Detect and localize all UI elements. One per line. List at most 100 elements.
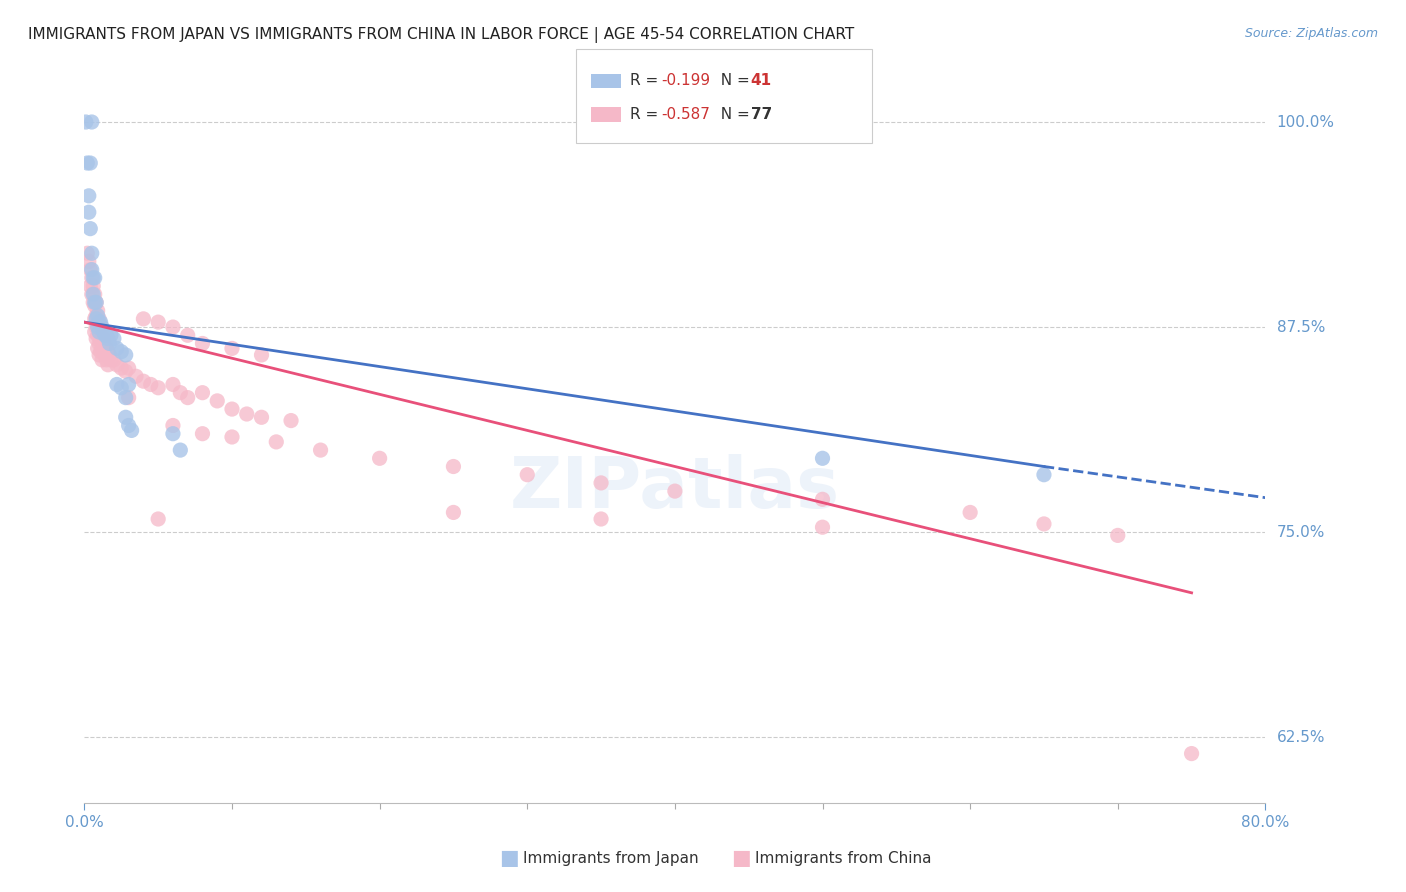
Point xyxy=(191,385,214,400)
Point xyxy=(169,385,191,400)
Point xyxy=(83,299,105,313)
Text: ■: ■ xyxy=(731,848,751,868)
Point xyxy=(110,361,132,376)
Point xyxy=(516,467,538,482)
Point xyxy=(97,358,120,372)
Point xyxy=(96,352,118,367)
Point xyxy=(441,505,464,519)
Point xyxy=(114,348,136,362)
Point xyxy=(309,443,332,458)
Text: Immigrants from China: Immigrants from China xyxy=(755,851,932,865)
Point xyxy=(132,311,155,326)
Point xyxy=(76,156,98,170)
Point xyxy=(103,332,125,346)
Point xyxy=(105,342,128,356)
Point xyxy=(93,332,115,346)
Point xyxy=(1032,516,1054,531)
Text: 100.0%: 100.0% xyxy=(1277,114,1334,129)
Text: N =: N = xyxy=(711,73,755,88)
Point xyxy=(82,270,104,285)
Point xyxy=(94,328,117,343)
Text: IMMIGRANTS FROM JAPAN VS IMMIGRANTS FROM CHINA IN LABOR FORCE | AGE 45-54 CORREL: IMMIGRANTS FROM JAPAN VS IMMIGRANTS FROM… xyxy=(28,27,855,43)
Point xyxy=(79,279,101,293)
Point xyxy=(169,443,191,458)
Point xyxy=(191,426,214,441)
Point xyxy=(86,342,108,356)
Point xyxy=(87,325,111,339)
Point xyxy=(114,410,136,425)
Point xyxy=(83,295,105,310)
Point xyxy=(114,391,136,405)
Point xyxy=(959,505,981,519)
Text: R =: R = xyxy=(630,73,664,88)
Point xyxy=(90,315,112,329)
Point xyxy=(105,358,128,372)
Point xyxy=(98,336,121,351)
Point xyxy=(86,320,108,334)
Point xyxy=(97,344,120,359)
Point xyxy=(139,377,162,392)
Point xyxy=(77,189,100,203)
Point xyxy=(811,451,834,466)
Point xyxy=(250,410,273,425)
Point xyxy=(84,295,107,310)
Point xyxy=(90,344,112,359)
Point xyxy=(86,315,108,329)
Point xyxy=(105,377,128,392)
Point xyxy=(79,156,101,170)
Point xyxy=(1180,747,1202,761)
Point xyxy=(664,484,686,499)
Point xyxy=(84,295,107,310)
Point xyxy=(235,407,259,421)
Point xyxy=(114,364,136,378)
Point xyxy=(91,342,114,356)
Point xyxy=(90,320,112,334)
Point xyxy=(87,315,111,329)
Point xyxy=(94,336,117,351)
Point xyxy=(84,332,107,346)
Point xyxy=(91,328,114,343)
Point xyxy=(84,311,107,326)
Text: R =: R = xyxy=(630,107,664,122)
Point xyxy=(98,348,121,362)
Point xyxy=(75,115,97,129)
Text: ■: ■ xyxy=(499,848,519,868)
Point xyxy=(132,374,155,388)
Point xyxy=(148,315,170,329)
Point xyxy=(162,426,184,441)
Point xyxy=(118,391,141,405)
Point xyxy=(148,381,170,395)
Point xyxy=(82,287,104,301)
Point xyxy=(100,352,122,367)
Text: 77: 77 xyxy=(751,107,772,122)
Point xyxy=(77,254,100,268)
Point xyxy=(83,287,105,301)
Point xyxy=(110,344,132,359)
Point xyxy=(250,348,273,362)
Point xyxy=(76,246,98,260)
Point xyxy=(177,328,200,343)
Point xyxy=(94,348,117,362)
Point xyxy=(90,332,112,346)
Point xyxy=(221,402,243,417)
Point xyxy=(80,246,103,260)
Point xyxy=(811,492,834,507)
Point xyxy=(162,418,184,433)
Point xyxy=(83,270,105,285)
Point xyxy=(368,451,391,466)
Point xyxy=(148,512,170,526)
Text: -0.587: -0.587 xyxy=(661,107,710,122)
Point xyxy=(811,520,834,534)
Point xyxy=(87,348,111,362)
Point xyxy=(86,309,108,323)
Point xyxy=(162,320,184,334)
Point xyxy=(87,336,111,351)
Point xyxy=(87,325,111,339)
Point xyxy=(82,279,104,293)
Point xyxy=(97,332,120,346)
Point xyxy=(280,413,302,427)
Text: 75.0%: 75.0% xyxy=(1277,524,1324,540)
Point xyxy=(110,381,132,395)
Point xyxy=(205,393,228,408)
Point xyxy=(91,352,114,367)
